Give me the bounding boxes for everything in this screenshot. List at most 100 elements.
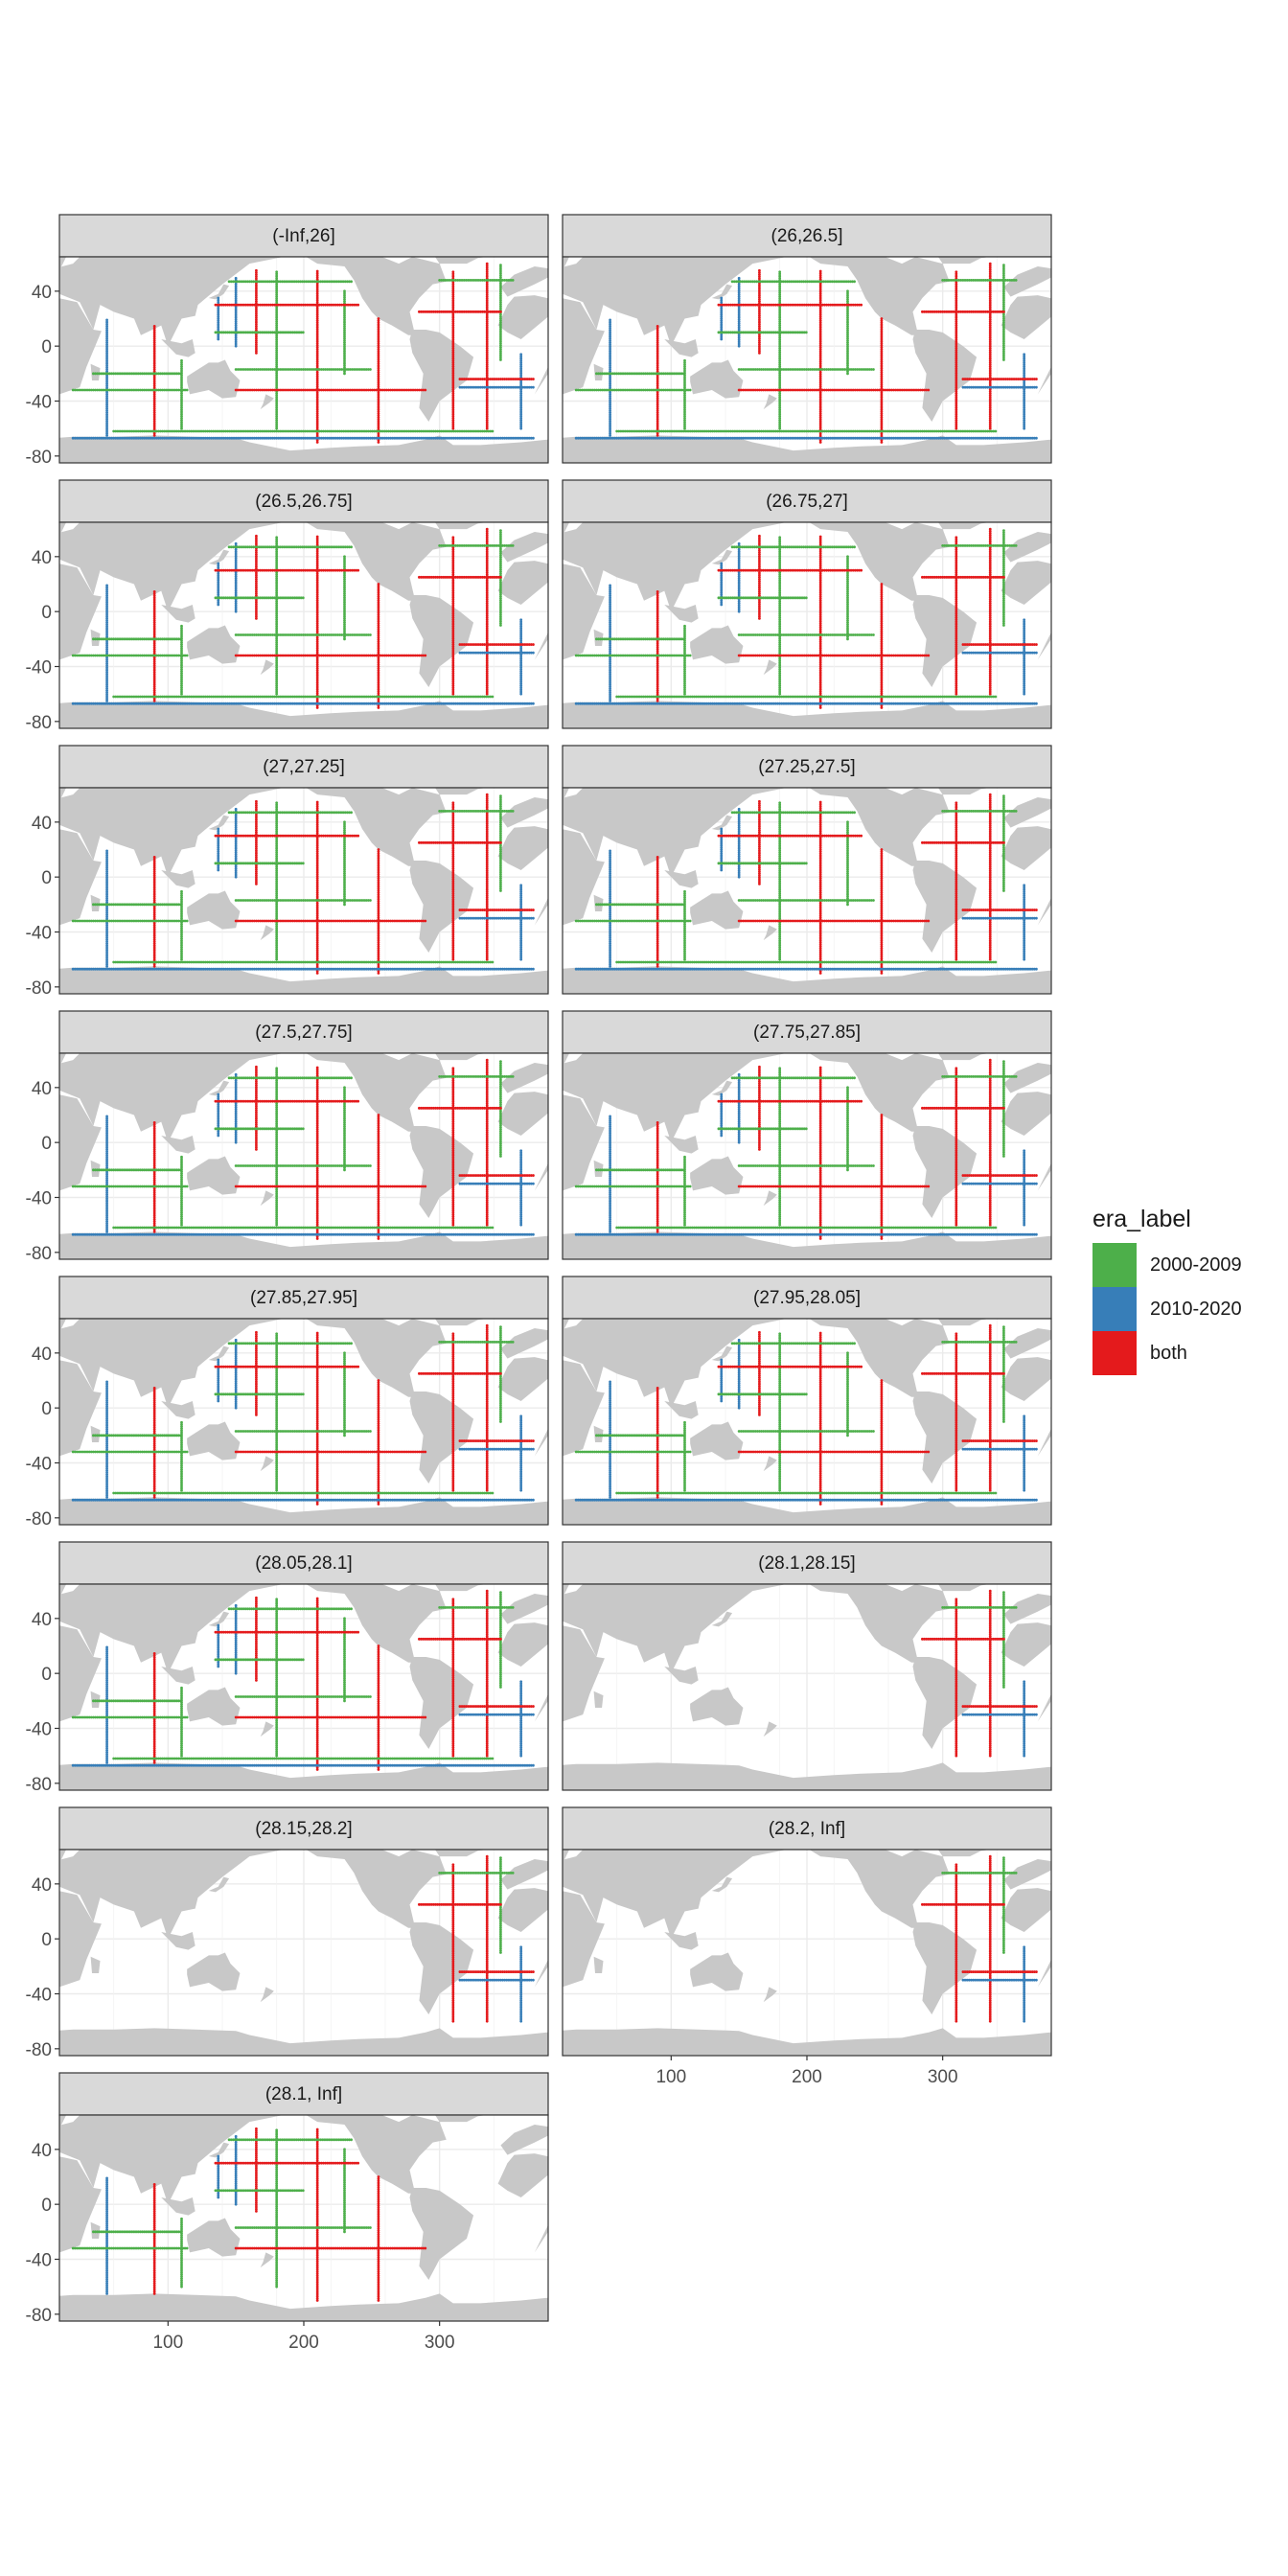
data-point (273, 596, 276, 600)
data-point (784, 303, 788, 307)
data-point (377, 388, 380, 392)
data-point (503, 436, 507, 440)
data-point (263, 596, 266, 600)
data-point (152, 598, 156, 602)
data-point (315, 621, 319, 625)
data-point (315, 678, 319, 680)
data-point (177, 637, 181, 641)
data-point (315, 296, 319, 300)
data-point (771, 280, 774, 284)
data-point (98, 372, 102, 376)
data-point (945, 436, 949, 440)
data-point (644, 388, 647, 392)
data-point (880, 364, 884, 368)
data-point (609, 349, 611, 353)
facet-label: (26.5,26.75] (255, 492, 352, 512)
data-point (798, 436, 802, 440)
data-point (880, 388, 884, 392)
data-point (366, 388, 370, 392)
data-point (275, 616, 279, 620)
data-point (828, 280, 832, 284)
data-point (499, 273, 502, 277)
data-point (283, 436, 287, 440)
data-point (954, 270, 958, 274)
data-point (434, 429, 437, 433)
data-point (485, 589, 489, 593)
data-point (979, 385, 983, 389)
data-point (1032, 378, 1036, 380)
data-point (813, 368, 816, 371)
data-point (501, 643, 504, 646)
data-point (118, 654, 122, 657)
data-point (273, 331, 276, 334)
data-point (780, 429, 784, 433)
data-point (344, 368, 348, 371)
data-point (343, 320, 346, 324)
data-point (141, 388, 144, 392)
data-point (373, 429, 377, 433)
data-point (786, 368, 790, 371)
data-point (451, 324, 455, 328)
data-point (152, 623, 156, 627)
data-point (330, 436, 334, 440)
data-point (957, 278, 961, 282)
data-point (529, 378, 533, 380)
data-point (609, 341, 611, 344)
data-point (511, 385, 515, 389)
data-point (105, 677, 108, 680)
data-point (296, 280, 300, 284)
y-tick-label: 0 (41, 337, 52, 357)
data-point (485, 543, 488, 547)
data-point (105, 345, 108, 349)
data-point (846, 341, 849, 344)
data-point (275, 288, 279, 292)
data-point (509, 385, 513, 389)
data-point (954, 334, 958, 337)
data-point (519, 390, 523, 393)
data-point (315, 280, 318, 284)
data-point (720, 307, 724, 310)
data-point (886, 429, 889, 433)
data-point (152, 365, 156, 369)
data-point (246, 368, 250, 371)
data-point (152, 631, 156, 634)
data-point (255, 610, 258, 614)
data-point (132, 436, 136, 440)
data-point (315, 330, 319, 333)
data-point (880, 393, 884, 397)
data-point (169, 702, 172, 705)
data-point (152, 609, 156, 612)
data-point (255, 584, 258, 587)
data-point (451, 657, 455, 661)
data-point (988, 371, 992, 375)
data-point (737, 313, 741, 317)
data-point (483, 575, 486, 579)
data-point (994, 378, 998, 380)
data-point (362, 633, 366, 636)
data-point (959, 310, 963, 313)
data-point (369, 436, 372, 440)
data-point (217, 327, 220, 331)
data-point (788, 388, 792, 392)
data-point (485, 356, 489, 360)
data-point (1002, 335, 1005, 339)
data-point (779, 280, 783, 284)
data-point (469, 575, 472, 579)
data-point (720, 319, 724, 323)
data-point (954, 274, 958, 278)
data-point (371, 388, 374, 392)
data-point (776, 429, 779, 433)
data-point (259, 436, 263, 440)
data-point (234, 288, 238, 292)
data-point (778, 429, 782, 433)
data-point (105, 382, 108, 385)
data-point (625, 388, 629, 392)
data-point (152, 619, 156, 622)
data-point (818, 385, 822, 388)
data-point (152, 677, 156, 680)
data-point (485, 272, 489, 276)
data-point (778, 290, 782, 294)
data-point (743, 280, 747, 284)
data-point (217, 307, 220, 310)
data-point (239, 368, 242, 371)
